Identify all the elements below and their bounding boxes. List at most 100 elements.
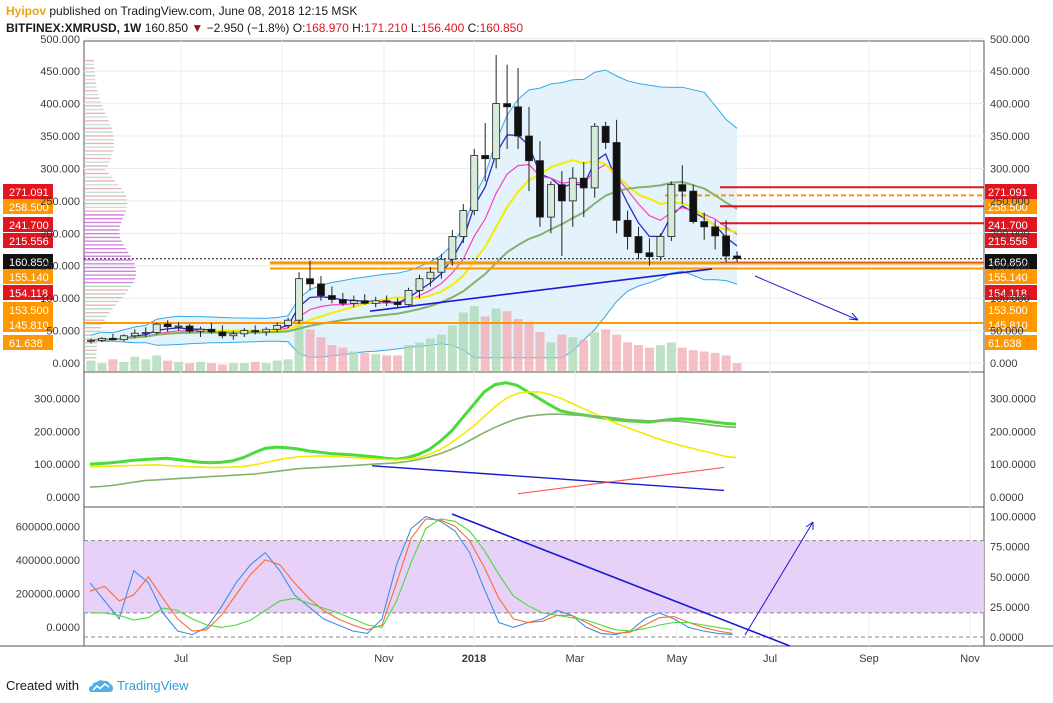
x-tick: 2018 — [462, 653, 486, 665]
y-tick-right: 500.000 — [990, 34, 1030, 46]
stoch-up-arrow — [744, 521, 814, 636]
candle-body — [317, 283, 325, 296]
volume-bar — [196, 361, 205, 371]
osc1-tick-right: 100.0000 — [990, 459, 1036, 471]
volume-bar — [108, 359, 118, 371]
candle-body — [557, 184, 566, 202]
chart-canvas[interactable]: 271.091 271.091 258.500 258.500 241.700 241.7… — [0, 0, 1053, 676]
candle-body — [393, 301, 402, 306]
volume-bar — [425, 338, 435, 371]
volume-bar — [349, 351, 359, 371]
candle-body — [87, 339, 95, 342]
volume-bar — [228, 363, 238, 371]
publish-text: published on TradingView.com, June 08, 2… — [49, 4, 358, 18]
volume-bar — [360, 352, 370, 371]
level-label-left: 153.500 — [9, 305, 49, 317]
level-label-left: 160.850 — [9, 257, 49, 269]
level-tag-left — [3, 269, 53, 284]
level-label-right: 153.500 — [988, 305, 1028, 317]
volume-bar — [513, 319, 523, 371]
y-tick-right: 350.000 — [990, 131, 1030, 143]
candle-body — [327, 295, 336, 300]
level-tag-right — [985, 254, 1037, 269]
author-name[interactable]: Hyipov — [6, 4, 47, 18]
candles[interactable] — [87, 54, 741, 344]
volume-bar — [261, 363, 271, 371]
level-tag-left — [3, 184, 53, 199]
candle-body — [503, 103, 512, 108]
candle-body — [590, 125, 599, 189]
candle-body — [349, 300, 358, 304]
candle-body — [667, 184, 676, 237]
low-label: L: — [410, 21, 421, 35]
level-tag-left — [3, 254, 53, 269]
volume-bar — [480, 316, 490, 371]
y-tick-left: 500.000 — [40, 34, 80, 46]
volume-bar — [721, 355, 731, 371]
volume-bar — [217, 364, 227, 371]
osc1-series — [89, 381, 737, 466]
candle-body — [656, 236, 665, 258]
candle-body — [163, 323, 172, 328]
candle-body — [634, 236, 643, 254]
candle-body — [437, 258, 446, 273]
candle-body — [481, 155, 490, 160]
level-label-left: 145.810 — [9, 320, 49, 332]
level-tag-left — [3, 302, 53, 317]
volume-bar — [634, 345, 643, 371]
candle-body — [185, 325, 194, 332]
volume-bar — [710, 352, 720, 371]
candle-body — [338, 299, 347, 304]
osc1-red-line — [517, 466, 725, 495]
level-label-left: 154.118 — [9, 288, 48, 300]
forecast-arrow — [754, 275, 859, 321]
volume-bar — [152, 355, 162, 371]
tradingview-brand[interactable]: TradingView — [117, 678, 189, 693]
candle-body — [601, 125, 610, 143]
volume-bars — [86, 306, 742, 371]
y-tick-left: 100.000 — [40, 293, 80, 305]
x-tick: Nov — [374, 653, 394, 665]
level-tag-left — [3, 217, 53, 232]
volume-bar — [447, 325, 457, 371]
candle-body — [470, 155, 479, 212]
level-tag-right — [985, 269, 1037, 284]
volume-bar — [206, 363, 216, 371]
x-tick: Jul — [174, 653, 188, 665]
candle-body — [295, 278, 303, 321]
candle-body — [273, 324, 282, 330]
level-tag-left — [3, 233, 53, 248]
candle-body — [109, 337, 117, 341]
volume-bar — [174, 361, 184, 371]
bollinger-lower — [90, 270, 738, 359]
volume-bar — [185, 363, 195, 371]
volume-bar — [415, 342, 424, 371]
osc1-tick-right: 200.0000 — [990, 426, 1036, 438]
tradingview-cloud-icon[interactable] — [88, 676, 114, 703]
candle-body — [382, 300, 391, 303]
y-tick-right: 400.000 — [990, 99, 1030, 111]
y-tick-right: 50.000 — [990, 326, 1024, 338]
level-tag-right — [985, 217, 1037, 232]
candle-body — [251, 330, 260, 333]
candle-body — [689, 190, 698, 223]
candle-body — [525, 135, 533, 162]
level-label-left: 155.140 — [9, 272, 49, 284]
y-tick-right: 0.000 — [990, 358, 1018, 370]
x-tick: Sep — [272, 653, 292, 665]
level-label-right: 271.091 — [988, 187, 1028, 199]
y-tick-right: 100.000 — [990, 293, 1030, 305]
axis-labels: 0.000 0.000 50.000 50.000 100.000 100.000 150.… — [40, 34, 1030, 665]
footer: Created with TradingView — [0, 676, 1053, 702]
osc1-series — [89, 391, 737, 469]
close-value: 160.850 — [479, 21, 524, 35]
volume-bar — [130, 356, 140, 371]
candle-body — [623, 219, 632, 237]
candle-body — [152, 323, 161, 333]
volume-bar — [601, 329, 611, 371]
volume-bar — [272, 360, 282, 371]
candle-body — [141, 332, 150, 334]
volume-bar — [163, 360, 173, 371]
stoch-tick-right: 75.0000 — [990, 542, 1030, 554]
drawings[interactable] — [369, 268, 859, 321]
